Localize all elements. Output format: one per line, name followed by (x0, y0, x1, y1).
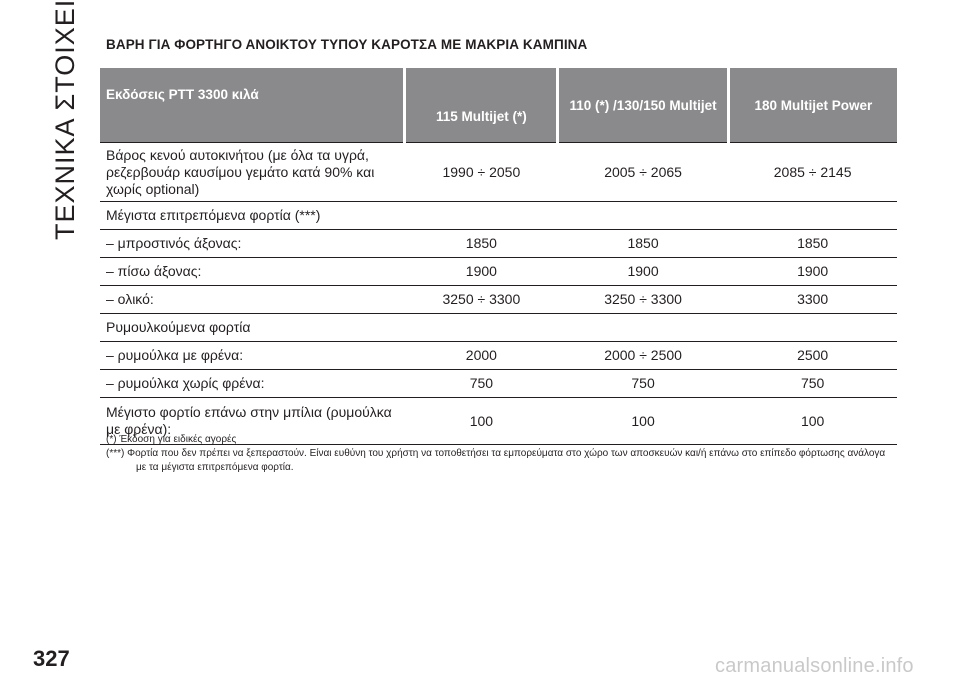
header-versions: Εκδόσεις PTT 3300 κιλά (100, 68, 405, 143)
table-cell: 3300 (728, 285, 897, 314)
section-title: ΒΑΡΗ ΓΙΑ ΦΟΡΤΗΓΟ ΑΝΟΙΚΤΟΥ ΤΥΠΟΥ ΚΑΡΟΤΣΑ … (106, 37, 588, 52)
table-row: – μπροστινός άξονας: 1850 1850 1850 (100, 229, 897, 258)
page-number: 327 (33, 646, 70, 671)
table-row: – ολικό: 3250 ÷ 3300 3250 ÷ 3300 3300 (100, 285, 897, 314)
table-row: Μέγιστα επιτρεπόμενα φορτία (***) (100, 201, 897, 230)
row-label: Μέγιστο φορτίο επάνω στην μπίλια (ρυμούλ… (100, 397, 405, 445)
table-cell: 750 (557, 369, 729, 398)
table-cell: 1850 (557, 229, 729, 258)
table-cell: 2005 ÷ 2065 (557, 142, 729, 202)
watermark: carmanualsonline.info (715, 655, 914, 677)
table-row: – πίσω άξονας: 1900 1900 1900 (100, 257, 897, 286)
table-cell: 2500 (728, 341, 897, 370)
row-label: – πίσω άξονας: (100, 257, 405, 286)
table-cell: 1900 (557, 257, 729, 286)
table-cell: 750 (404, 369, 558, 398)
table-cell: 2085 ÷ 2145 (728, 142, 897, 202)
row-label: Μέγιστα επιτρεπόμενα φορτία (***) (100, 201, 405, 230)
footnote-special-markets: (*) Έκδοση για ειδικές αγορές (106, 434, 237, 445)
row-label: – ολικό: (100, 285, 405, 314)
table-row: – ρυμούλκα χωρίς φρένα: 750 750 750 (100, 369, 897, 398)
row-label: Ρυμουλκούμενα φορτία (100, 313, 405, 342)
table-cell (728, 201, 897, 230)
table-cell: 2000 (404, 341, 558, 370)
footnotes: (*) Έκδοση για ειδικές αγορές (***) Φορτ… (106, 433, 896, 475)
footnote-max-loads: (***) Φορτία που δεν πρέπει να ξεπεραστο… (106, 448, 886, 473)
table-cell: 3250 ÷ 3300 (557, 285, 729, 314)
chapter-side-title: ΤΕΧΝΙΚΑ ΣΤΟΙΧΕΙΑ (50, 0, 80, 240)
table-cell: 1850 (404, 229, 558, 258)
weights-table: Εκδόσεις PTT 3300 κιλά 115 Multijet (*) … (100, 68, 897, 445)
table-cell: 100 (728, 397, 897, 445)
table-cell: 1900 (404, 257, 558, 286)
table-row: – ρυμούλκα με φρένα: 2000 2000 ÷ 2500 25… (100, 341, 897, 370)
table-cell: 1850 (728, 229, 897, 258)
header-115-multijet: 115 Multijet (*) (403, 68, 558, 143)
row-label: – μπροστινός άξονας: (100, 229, 405, 258)
table-cell (404, 201, 558, 230)
table-cell: 100 (557, 397, 729, 445)
table-row: Μέγιστο φορτίο επάνω στην μπίλια (ρυμούλ… (100, 397, 897, 445)
table-cell (557, 201, 729, 230)
table-cell: 1990 ÷ 2050 (404, 142, 558, 202)
table-row: Βάρος κενού αυτοκινήτου (με όλα τα υγρά,… (100, 142, 897, 202)
table-cell (557, 313, 729, 342)
header-110-130-150-multijet: 110 (*) /130/150 Multijet (556, 68, 729, 143)
table-cell (404, 313, 558, 342)
table-cell (728, 313, 897, 342)
table-cell: 2000 ÷ 2500 (557, 341, 729, 370)
header-180-multijet-power: 180 Multijet Power (726, 68, 897, 143)
row-label: Βάρος κενού αυτοκινήτου (με όλα τα υγρά,… (100, 142, 405, 202)
row-label: – ρυμούλκα με φρένα: (100, 341, 405, 370)
table-cell: 750 (728, 369, 897, 398)
table-row: Ρυμουλκούμενα φορτία (100, 313, 897, 342)
table-header-row: Εκδόσεις PTT 3300 κιλά 115 Multijet (*) … (100, 68, 897, 143)
table-cell: 100 (404, 397, 558, 445)
table-cell: 1900 (728, 257, 897, 286)
row-label: – ρυμούλκα χωρίς φρένα: (100, 369, 405, 398)
table-cell: 3250 ÷ 3300 (404, 285, 558, 314)
